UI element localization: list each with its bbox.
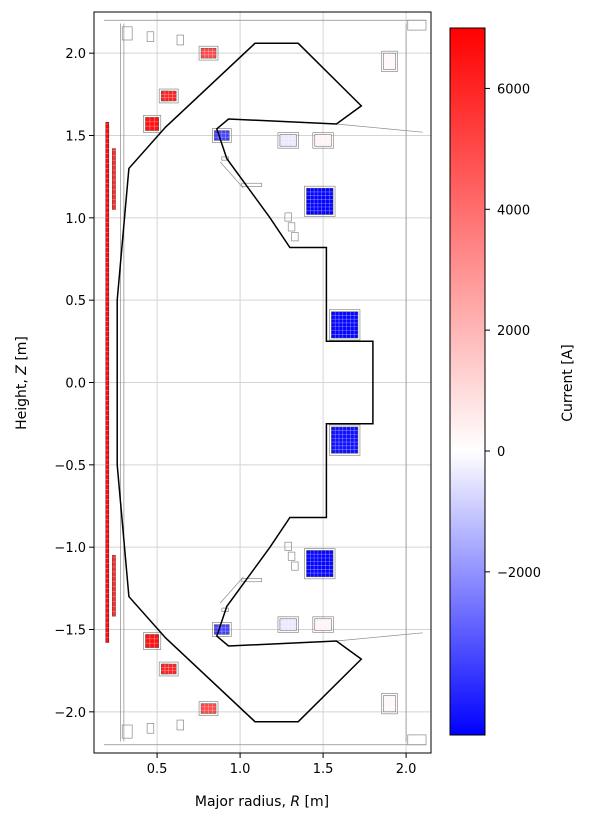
structure-box: [241, 578, 263, 583]
coil-case: [158, 661, 179, 677]
structure-box: [291, 232, 299, 242]
x-axis-ticks: 0.5 1.0 1.5 2.0: [147, 753, 417, 777]
structure-box: [284, 212, 292, 222]
coil-case: [304, 185, 336, 217]
support-box: [121, 26, 133, 41]
coil-pack: [214, 624, 230, 635]
coil-pack: [214, 130, 230, 141]
x-tick-label: 0.5: [147, 762, 168, 777]
port-line: [336, 123, 423, 133]
y-axis-label: Height, Z [m]: [14, 336, 30, 430]
coil-case: [304, 548, 336, 580]
y-tick-label: 2.0: [65, 47, 86, 62]
y-tick-label: 1.0: [65, 212, 86, 227]
y-tick-label: 1.5: [65, 130, 86, 145]
limiter-wall-outline: [116, 42, 374, 723]
coil-pack: [331, 426, 359, 454]
baffle-line: [219, 161, 244, 189]
colorbar-tick-label: 4000: [497, 203, 530, 218]
y-tick-label: −0.5: [54, 459, 86, 474]
y-tick-label: −1.0: [54, 541, 86, 556]
coil-case: [381, 693, 398, 715]
structure-box: [176, 34, 184, 46]
colorbar-tick-label: 0: [497, 445, 505, 460]
central-solenoid: [105, 122, 110, 643]
support-box: [407, 19, 427, 31]
coil-pack: [383, 695, 396, 713]
structure-box: [284, 541, 292, 551]
x-axis-label: Major radius, R [m]: [195, 794, 329, 810]
coil-case: [329, 309, 361, 341]
coil-pack: [145, 117, 159, 131]
grid-lines: [94, 12, 431, 753]
y-axis-ticks: 2.0 1.5 1.0 0.5 0.0 −0.5 −1.0 −1.5 −2.0: [54, 47, 94, 721]
x-tick-label: 1.5: [313, 762, 334, 777]
machine-structure: [103, 19, 427, 746]
coil-pack: [145, 634, 159, 648]
colorbar-ticks: 6000 4000 2000 0 −2000: [485, 82, 541, 581]
baffle-line: [219, 576, 244, 604]
colorbar-tick-label: 2000: [497, 324, 530, 339]
y-tick-label: 0.0: [65, 377, 86, 392]
structure-box: [291, 561, 299, 571]
structure-box: [287, 222, 296, 232]
coil-pack: [200, 47, 217, 59]
coil-case: [158, 88, 179, 104]
x-tick-label: 2.0: [396, 762, 417, 777]
structure-box: [146, 31, 155, 42]
y-tick-label: −1.5: [54, 624, 86, 639]
port-line: [336, 632, 423, 642]
colorbar-label: Current [A]: [560, 344, 576, 422]
coil-pack: [160, 90, 177, 102]
coil-pack: [331, 311, 359, 339]
y-tick-label: 0.5: [65, 294, 86, 309]
coil-set: [105, 45, 398, 716]
coil-pack: [160, 663, 177, 675]
structure-box: [146, 723, 155, 734]
support-box: [407, 734, 427, 746]
coil-case: [143, 632, 162, 650]
coil-pack: [200, 703, 217, 714]
coil-pack: [306, 187, 334, 215]
x-tick-label: 1.0: [230, 762, 251, 777]
coil-case: [277, 616, 299, 633]
coil-case: [143, 115, 162, 133]
coil-case: [277, 132, 299, 149]
coil-pack: [279, 134, 297, 147]
coil-pack: [383, 52, 396, 70]
coil-case: [312, 616, 334, 633]
colorbar: [449, 27, 486, 736]
colorbar-tick-label: 6000: [497, 82, 530, 97]
structure-box: [287, 551, 296, 561]
structure-box: [221, 156, 229, 161]
support-box: [121, 724, 133, 739]
colorbar-tick-label: −2000: [497, 566, 541, 581]
coil-case: [312, 132, 334, 149]
coil-pack: [306, 550, 334, 578]
coil-case: [329, 424, 361, 456]
y-tick-label: −2.0: [54, 706, 86, 721]
coil-pack: [314, 134, 332, 147]
coil-case: [381, 50, 398, 72]
structure-box: [241, 182, 263, 187]
outer-solenoid-segment: [112, 148, 116, 210]
coil-case: [198, 701, 219, 716]
coil-case: [198, 45, 219, 61]
coil-pack: [279, 618, 297, 631]
coil-pack: [314, 618, 332, 631]
outer-solenoid-segment: [112, 555, 116, 617]
structure-box: [176, 719, 184, 731]
